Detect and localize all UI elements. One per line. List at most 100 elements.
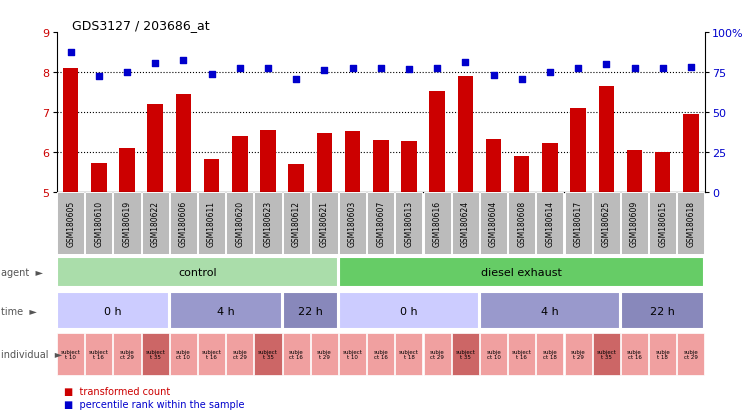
- Point: [121, 69, 133, 76]
- Bar: [57, 333, 84, 375]
- Bar: [683, 114, 699, 192]
- Bar: [283, 193, 310, 254]
- Text: subject
t 16: subject t 16: [512, 349, 532, 360]
- Text: subject
t 35: subject t 35: [455, 349, 475, 360]
- Bar: [254, 193, 281, 254]
- Point: [234, 66, 246, 72]
- Point: [572, 66, 584, 72]
- Bar: [373, 140, 388, 192]
- Text: subje
ct 29: subje ct 29: [120, 349, 134, 360]
- Text: GSM180618: GSM180618: [686, 200, 695, 247]
- Text: GSM180611: GSM180611: [207, 200, 216, 247]
- Bar: [170, 193, 197, 254]
- Text: 22 h: 22 h: [298, 306, 323, 316]
- Point: [657, 66, 669, 72]
- Text: GSM180625: GSM180625: [602, 200, 611, 247]
- Bar: [649, 333, 676, 375]
- Text: 0 h: 0 h: [400, 306, 418, 316]
- Bar: [232, 136, 247, 192]
- Bar: [317, 133, 332, 192]
- Text: subje
ct 29: subje ct 29: [684, 349, 698, 360]
- Bar: [508, 333, 535, 375]
- Bar: [649, 193, 676, 254]
- Bar: [119, 148, 135, 192]
- Text: subje
ct 16: subje ct 16: [627, 349, 642, 360]
- Bar: [514, 157, 529, 192]
- Bar: [508, 193, 535, 254]
- Bar: [480, 293, 620, 329]
- Text: subje
ct 29: subje ct 29: [430, 349, 445, 360]
- Bar: [458, 77, 473, 192]
- Point: [516, 76, 528, 83]
- Bar: [627, 150, 642, 192]
- Text: subject
t 10: subject t 10: [342, 349, 363, 360]
- Bar: [401, 142, 417, 192]
- Point: [262, 66, 274, 72]
- Bar: [367, 333, 394, 375]
- Text: GSM180615: GSM180615: [658, 200, 667, 247]
- Bar: [536, 193, 563, 254]
- Text: subje
ct 10: subje ct 10: [176, 349, 191, 360]
- Text: agent  ►: agent ►: [1, 268, 43, 278]
- Text: 4 h: 4 h: [217, 306, 234, 316]
- Text: subject
t 35: subject t 35: [146, 349, 165, 360]
- Text: GSM180603: GSM180603: [348, 200, 357, 247]
- Text: 0 h: 0 h: [104, 306, 121, 316]
- Text: subje
ct 10: subje ct 10: [486, 349, 501, 360]
- Bar: [260, 131, 276, 192]
- Text: subje
t 18: subje t 18: [655, 349, 670, 360]
- Text: GSM180614: GSM180614: [545, 200, 554, 247]
- Bar: [621, 293, 704, 329]
- Bar: [283, 293, 338, 329]
- Bar: [339, 293, 479, 329]
- Bar: [198, 193, 225, 254]
- Text: GDS3127 / 203686_at: GDS3127 / 203686_at: [72, 19, 210, 31]
- Bar: [198, 333, 225, 375]
- Text: GSM180613: GSM180613: [404, 200, 413, 247]
- Bar: [486, 140, 501, 192]
- Bar: [621, 333, 648, 375]
- Bar: [565, 193, 592, 254]
- Text: 4 h: 4 h: [541, 306, 559, 316]
- Bar: [339, 257, 704, 288]
- Text: time  ►: time ►: [1, 306, 37, 316]
- Point: [629, 66, 641, 72]
- Text: GSM180619: GSM180619: [123, 200, 131, 247]
- Text: subje
t 29: subje t 29: [571, 349, 586, 360]
- Point: [65, 50, 77, 56]
- Bar: [424, 333, 451, 375]
- Text: 22 h: 22 h: [650, 306, 675, 316]
- Bar: [142, 333, 169, 375]
- Text: GSM180623: GSM180623: [263, 200, 272, 247]
- Bar: [339, 333, 366, 375]
- Text: GSM180604: GSM180604: [489, 200, 498, 247]
- Text: subje
ct 16: subje ct 16: [289, 349, 304, 360]
- Bar: [345, 132, 360, 192]
- Text: GSM180607: GSM180607: [376, 200, 385, 247]
- Bar: [593, 193, 620, 254]
- Bar: [57, 257, 338, 288]
- Bar: [395, 333, 422, 375]
- Text: individual  ►: individual ►: [1, 349, 62, 359]
- Text: GSM180620: GSM180620: [235, 200, 244, 247]
- Point: [149, 61, 161, 67]
- Bar: [91, 164, 106, 192]
- Bar: [311, 193, 338, 254]
- Text: GSM180609: GSM180609: [630, 200, 639, 247]
- Bar: [367, 193, 394, 254]
- Bar: [226, 333, 253, 375]
- Bar: [85, 193, 112, 254]
- Bar: [176, 95, 192, 192]
- Bar: [424, 193, 451, 254]
- Text: ■  transformed count: ■ transformed count: [64, 387, 170, 396]
- Bar: [677, 333, 704, 375]
- Text: subje
t 29: subje t 29: [317, 349, 332, 360]
- Text: GSM180616: GSM180616: [433, 200, 442, 247]
- Text: control: control: [178, 268, 217, 278]
- Bar: [452, 333, 479, 375]
- Bar: [395, 193, 422, 254]
- Bar: [289, 165, 304, 192]
- Text: subje
ct 29: subje ct 29: [232, 349, 247, 360]
- Bar: [57, 293, 169, 329]
- Text: subject
t 35: subject t 35: [596, 349, 616, 360]
